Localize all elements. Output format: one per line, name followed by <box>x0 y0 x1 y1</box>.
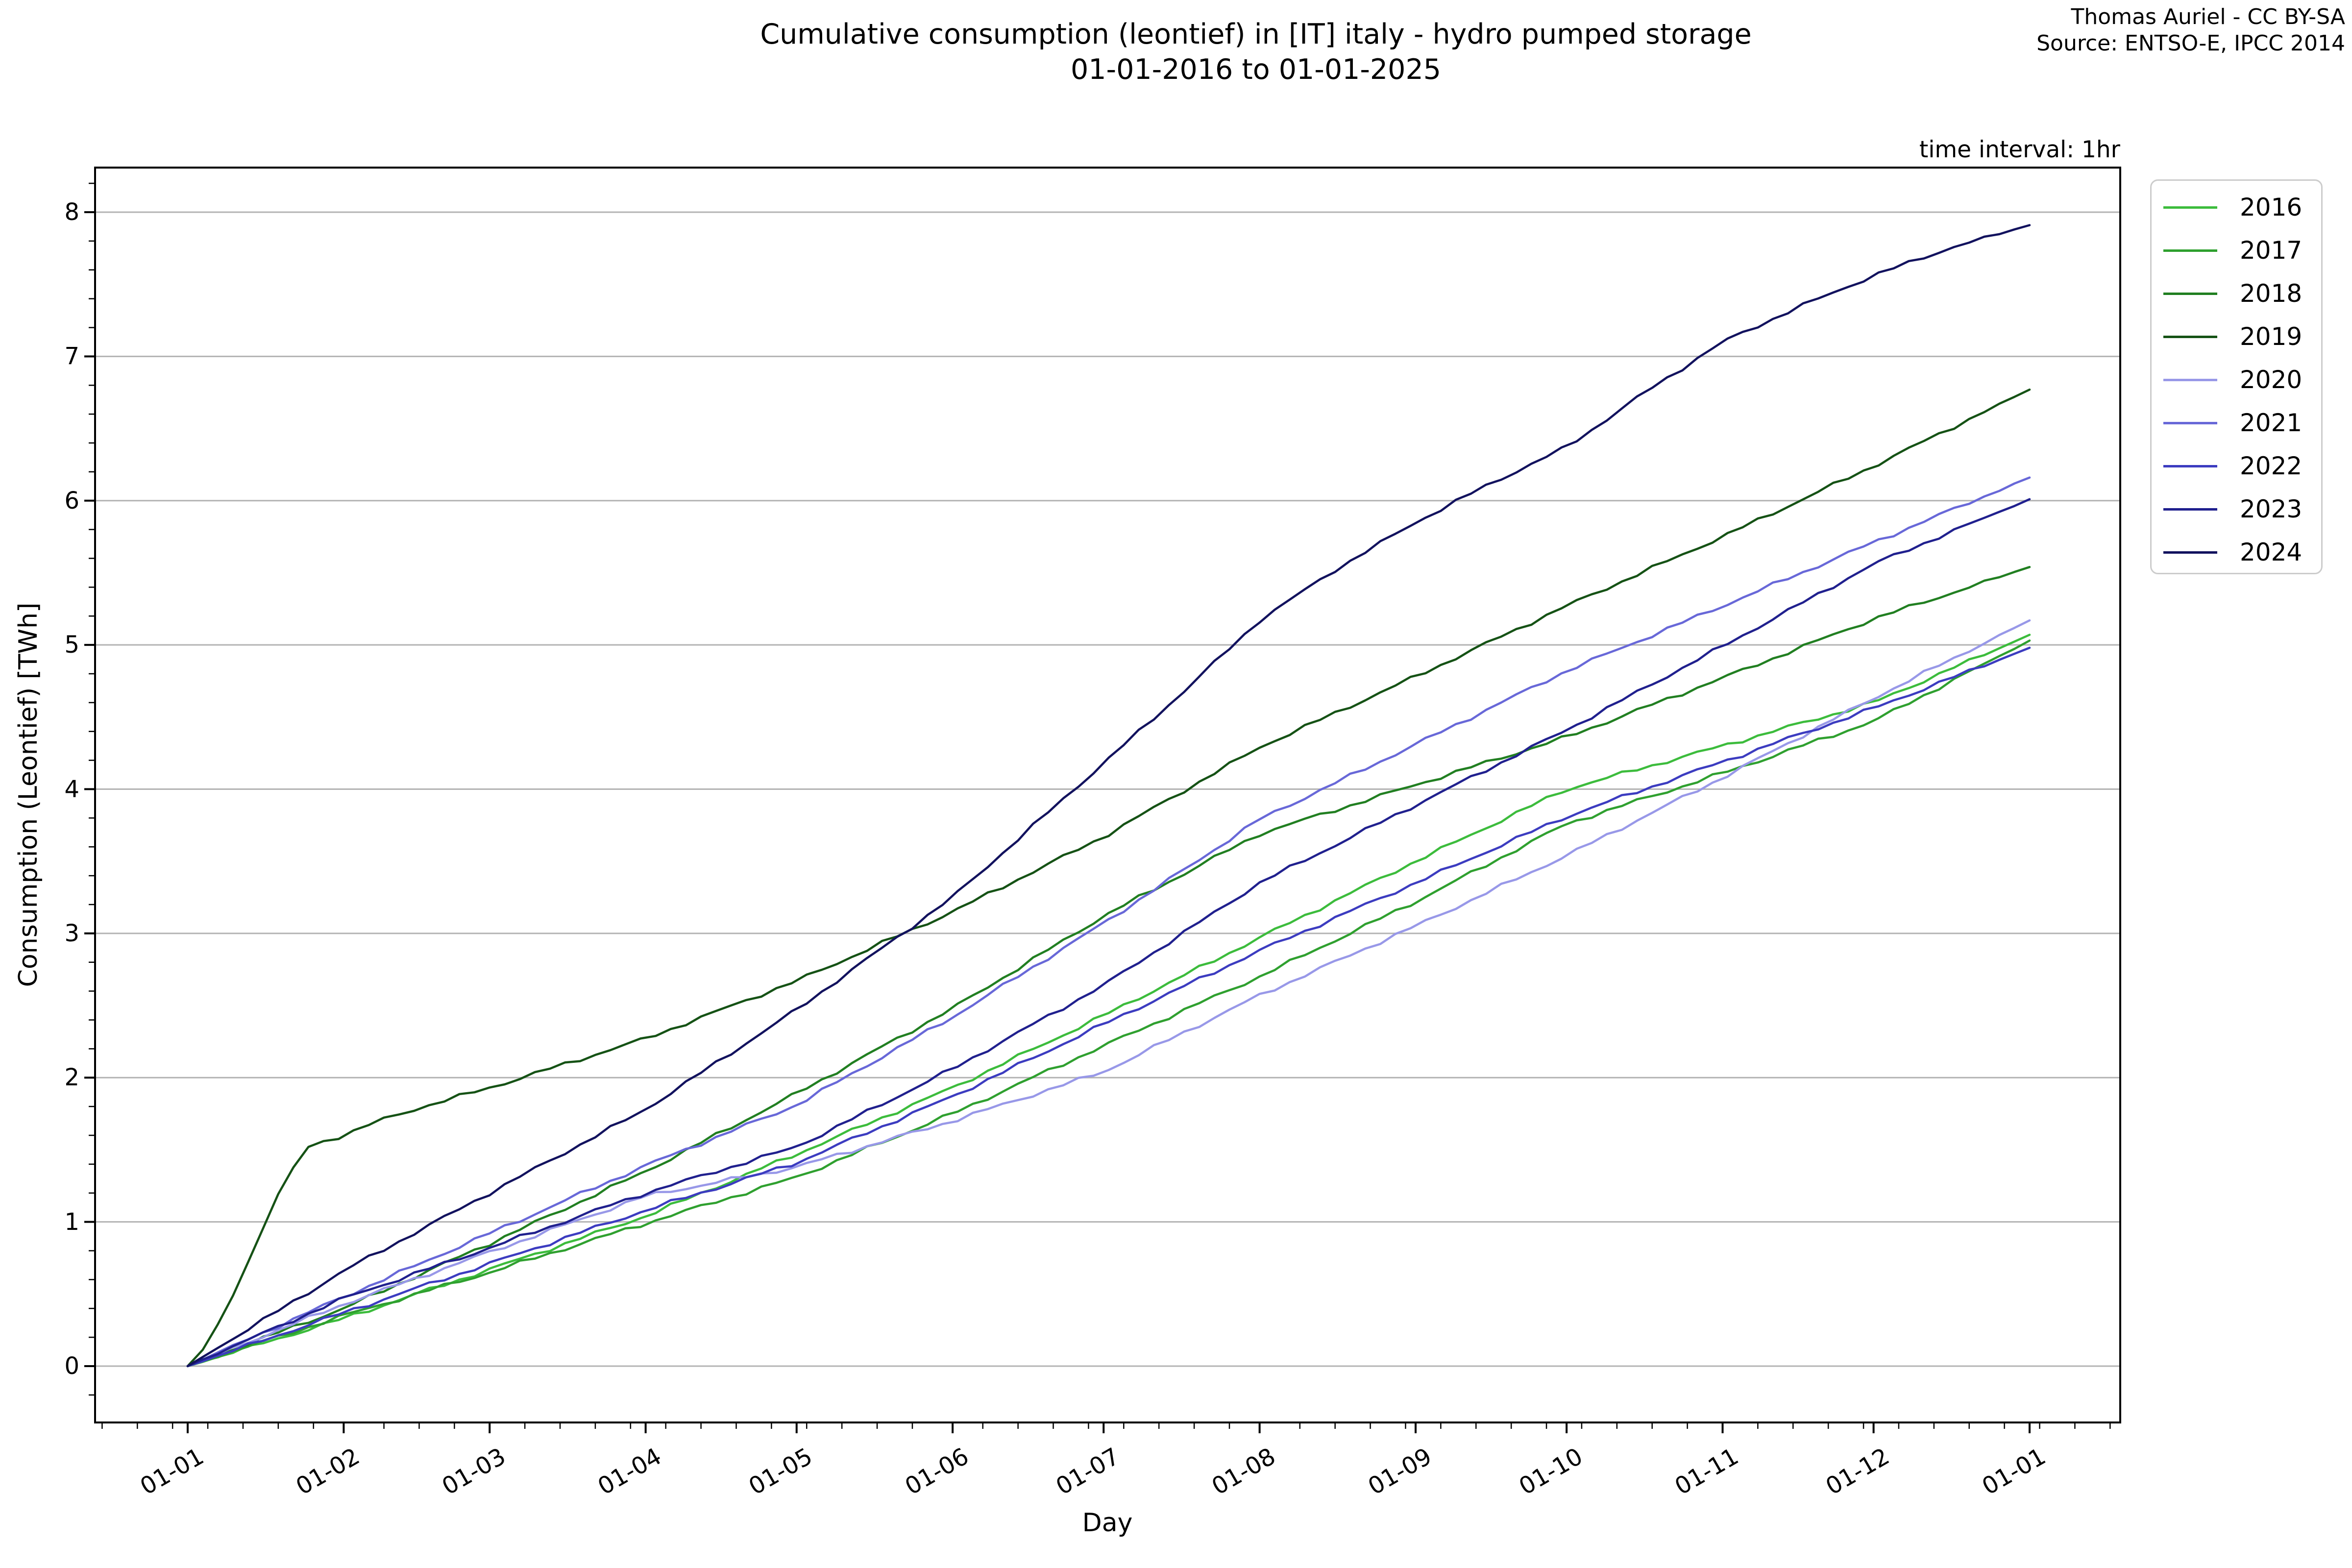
series-line-2020 <box>186 619 2031 1368</box>
legend-item-2021: 2021 <box>2152 401 2321 444</box>
attribution-source: Source: ENTSO-E, IPCC 2014 <box>2036 31 2345 56</box>
legend-item-label: 2022 <box>2240 452 2303 480</box>
series-line-2024 <box>186 224 2031 1368</box>
y-axis-label: Consumption (Leontief) [TWh] <box>14 602 43 987</box>
legend-item-label: 2021 <box>2240 409 2303 437</box>
y-tick-label-3: 3 <box>64 919 79 947</box>
legend-item-label: 2024 <box>2240 538 2303 566</box>
legend-item-2023: 2023 <box>2152 488 2321 531</box>
legend-item-label: 2018 <box>2240 279 2303 308</box>
legend-swatch-2022 <box>2163 465 2217 467</box>
chart-title-line1: Cumulative consumption (leontief) in [IT… <box>760 18 1752 50</box>
y-tick-label-1: 1 <box>64 1208 79 1236</box>
legend-item-label: 2019 <box>2240 322 2303 351</box>
legend-item-label: 2017 <box>2240 236 2303 265</box>
y-tick-label-2: 2 <box>64 1064 79 1092</box>
y-tick-label-0: 0 <box>64 1352 79 1380</box>
legend-item-label: 2020 <box>2240 366 2303 394</box>
legend-item-label: 2023 <box>2240 495 2303 523</box>
legend-item-2017: 2017 <box>2152 229 2321 272</box>
chart-title: Cumulative consumption (leontief) in [IT… <box>760 17 1751 87</box>
legend-swatch-2019 <box>2163 335 2217 338</box>
y-tick-label-5: 5 <box>64 631 79 659</box>
legend-item-2016: 2016 <box>2152 186 2321 229</box>
plot-border <box>94 167 2121 1423</box>
legend-swatch-2020 <box>2163 378 2217 381</box>
legend-swatch-2023 <box>2163 508 2217 511</box>
legend-swatch-2017 <box>2163 249 2217 252</box>
legend-item-2022: 2022 <box>2152 444 2321 488</box>
legend-item-label: 2016 <box>2240 193 2303 221</box>
attribution: Thomas Auriel - CC BY-SA Source: ENTSO-E… <box>2036 4 2345 57</box>
series-line-2021 <box>186 476 2031 1368</box>
legend-item-2024: 2024 <box>2152 531 2321 574</box>
legend-item-2020: 2020 <box>2152 358 2321 401</box>
series-line-2022 <box>186 646 2031 1368</box>
legend-swatch-2024 <box>2163 551 2217 554</box>
legend-swatch-2021 <box>2163 421 2217 424</box>
series-line-2016 <box>186 634 2031 1368</box>
time-interval-note: time interval: 1hr <box>1919 136 2120 163</box>
legend-item-2019: 2019 <box>2152 315 2321 358</box>
y-tick-label-6: 6 <box>64 487 79 514</box>
legend-swatch-2016 <box>2163 206 2217 209</box>
y-tick-label-8: 8 <box>64 198 79 226</box>
series-line-2018 <box>186 565 2031 1368</box>
series-line-2019 <box>186 388 2031 1368</box>
y-tick-label-7: 7 <box>64 343 79 370</box>
legend-item-2018: 2018 <box>2152 272 2321 315</box>
chart-title-line2: 01-01-2016 to 01-01-2025 <box>1071 53 1441 86</box>
attribution-author: Thomas Auriel - CC BY-SA <box>2071 4 2345 29</box>
legend-swatch-2018 <box>2163 292 2217 295</box>
series-line-2023 <box>186 498 2031 1368</box>
x-axis-label: Day <box>1082 1508 1133 1538</box>
legend-box: 2016 2017 2018 2019 2020 2021 2022 2023 2024 <box>2150 179 2323 574</box>
y-tick-label-4: 4 <box>64 775 79 803</box>
series-line-2017 <box>186 639 2031 1368</box>
